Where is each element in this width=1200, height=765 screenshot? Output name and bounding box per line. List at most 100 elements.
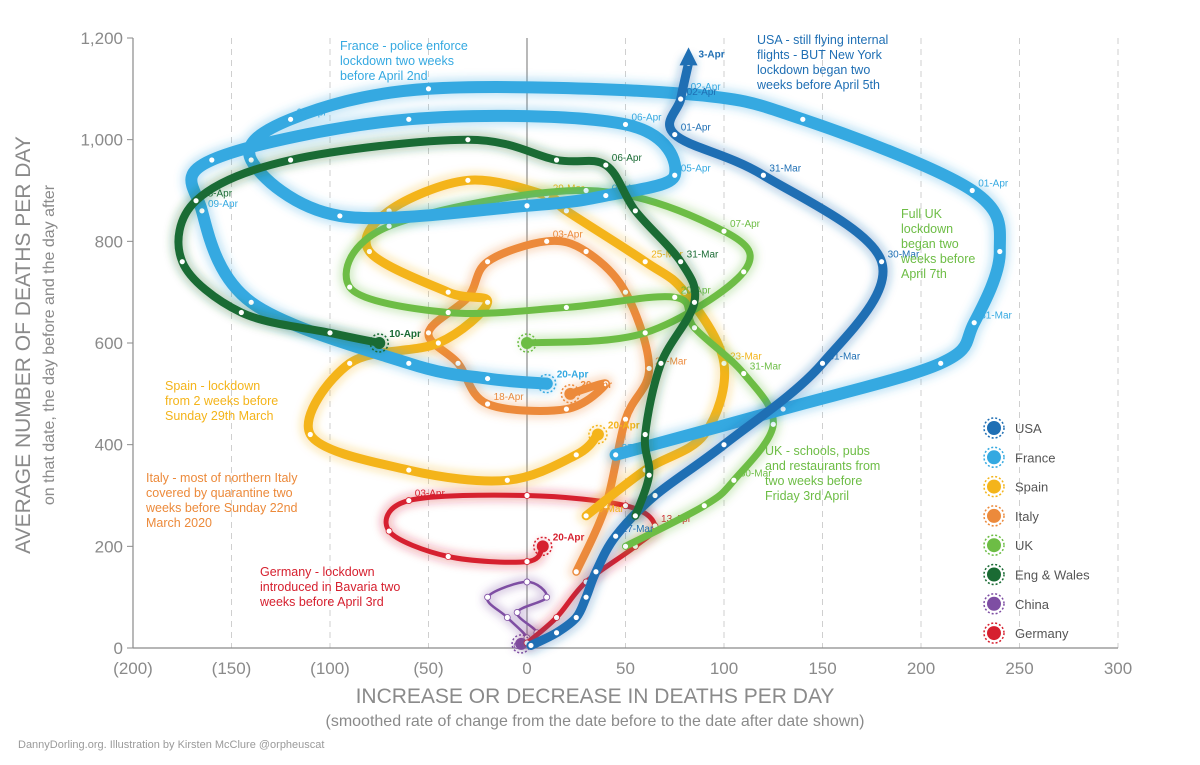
date-label: 06-Apr (612, 153, 643, 164)
date-label: 03-Apr (415, 489, 446, 500)
data-point (582, 248, 590, 255)
data-point (996, 248, 1004, 255)
legend-marker-ring (983, 446, 1005, 469)
end-marker (373, 337, 386, 349)
data-point (287, 115, 295, 123)
data-point (464, 176, 472, 184)
annotation-line: Spain - lockdown (165, 379, 260, 393)
data-point (799, 115, 807, 123)
data-point (553, 614, 560, 621)
data-point (513, 609, 521, 616)
data-point (336, 212, 344, 220)
end-arrow (679, 47, 698, 66)
annotation-line: lockdown two weeks (340, 54, 454, 68)
date-label: 09-Apr (208, 199, 239, 210)
x-tick-label: 150 (808, 659, 836, 678)
data-point (671, 171, 679, 179)
data-point (760, 171, 767, 179)
data-point (527, 642, 535, 649)
annotation-line: introduced in Bavaria two (260, 580, 400, 594)
annotation-line: weeks before April 5th (756, 78, 880, 92)
legend-item-china: China (983, 593, 1050, 615)
x-tick-label: 250 (1005, 659, 1033, 678)
series-line (526, 58, 888, 650)
data-point (553, 629, 560, 637)
data-point (602, 192, 610, 199)
annotation-line: lockdown (901, 222, 953, 236)
legend-label: USA (1015, 421, 1042, 436)
series-uk: 30-Mar 31-Mar 20-Apr 07-Apr (338, 182, 782, 554)
annotation-line: weeks before April 3rd (259, 595, 384, 609)
data-point (208, 156, 216, 164)
x-tick-label: (50) (413, 659, 443, 678)
end-marker-ring (536, 373, 557, 394)
data-point (622, 542, 629, 550)
date-label: 02-Apr (691, 82, 722, 93)
annotation-italy: Italy - most of northern Italy covered by… (145, 471, 298, 530)
data-point (592, 568, 600, 576)
end-marker-ring (588, 424, 608, 445)
x-tick-label: 200 (907, 659, 935, 678)
data-point (563, 304, 570, 311)
date-label: 23-Mar (730, 351, 762, 362)
legend-label: Italy (1015, 509, 1039, 524)
annotation-usa: USA - still flying internal flights - BUT… (756, 33, 888, 92)
date-label: 20-Apr (553, 532, 585, 543)
legend-label: Spain (1015, 480, 1048, 495)
legend-marker-ring (983, 563, 1005, 586)
annotation-line: April 7th (901, 267, 947, 281)
data-point (543, 237, 551, 245)
end-marker-ring (369, 333, 389, 353)
data-point (346, 359, 354, 367)
data-point (700, 502, 708, 510)
legend-item-germany: Germany (983, 622, 1069, 644)
date-label: 06-Apr (632, 112, 663, 123)
annotation-line: Friday 3rd April (765, 489, 849, 503)
series-france: 27-Mar31-Mar01-Apr02-Apr03-Apr04-Apr05-A… (181, 77, 1013, 465)
legend-item-eng-wales: Eng & Wales (983, 563, 1090, 586)
y-tick-label: 400 (95, 436, 123, 455)
y-tick-label: 1,200 (80, 29, 123, 48)
data-point (192, 197, 200, 205)
annotation-line: two weeks before (765, 474, 862, 488)
legend-marker-ring (983, 534, 1005, 556)
credit-text: DannyDorling.org. Illustration by Kirste… (18, 739, 324, 751)
legend-marker (987, 508, 1001, 523)
data-point (740, 268, 748, 276)
data-point (405, 497, 413, 504)
legend-marker (987, 538, 1001, 553)
date-label: 30-Mar (740, 468, 772, 479)
annotation-germany: Germany - lockdown introduced in Bavaria … (259, 565, 400, 609)
legend-label: Germany (1015, 626, 1069, 641)
data-point (612, 451, 620, 459)
data-point (563, 405, 570, 413)
x-tick-label: (150) (212, 659, 252, 678)
data-point (346, 283, 354, 291)
data-point (444, 309, 452, 316)
data-point (503, 614, 511, 621)
data-point (444, 288, 452, 296)
data-point (365, 248, 373, 255)
annotation-line: Sunday 29th March (165, 409, 273, 423)
data-point (523, 492, 531, 499)
x-axis-subtitle: (smoothed rate of change from the date b… (326, 713, 865, 730)
data-point (612, 532, 620, 540)
series-usa: 27-Mar 31-Mar 30-Mar 31-Mar 01-Apr 02-Apr 3-Ap… (522, 47, 920, 654)
annotation-line: Italy - most of northern Italy (146, 471, 298, 485)
date-label: 3-Apr (699, 49, 725, 60)
date-label: 03-Apr (553, 229, 584, 240)
grid (231, 38, 1119, 648)
x-tick-label: (200) (113, 659, 153, 678)
data-point (385, 527, 393, 535)
annotations: France - police enforce lockdown two week… (145, 33, 975, 609)
data-point (622, 415, 629, 423)
end-marker (536, 540, 549, 553)
y-tick-label: 200 (95, 537, 123, 556)
legend-label: France (1015, 450, 1055, 465)
annotation-line: before April 2nd (340, 69, 428, 83)
data-point (523, 558, 531, 565)
annotation-line: covered by quarantine two (146, 486, 293, 500)
date-label: 20-Mar (592, 504, 624, 515)
data-point (819, 359, 826, 367)
